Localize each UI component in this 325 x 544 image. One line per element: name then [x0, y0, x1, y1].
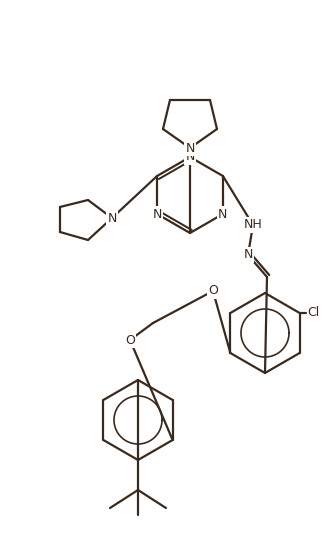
Text: N: N	[152, 207, 162, 220]
Text: Cl: Cl	[308, 306, 320, 319]
Text: N: N	[107, 212, 117, 225]
Text: O: O	[208, 285, 218, 298]
Text: N: N	[243, 249, 253, 262]
Text: N: N	[185, 141, 195, 154]
Text: O: O	[125, 333, 135, 347]
Text: NH: NH	[244, 219, 262, 232]
Text: N: N	[185, 151, 195, 164]
Text: N: N	[218, 207, 228, 220]
